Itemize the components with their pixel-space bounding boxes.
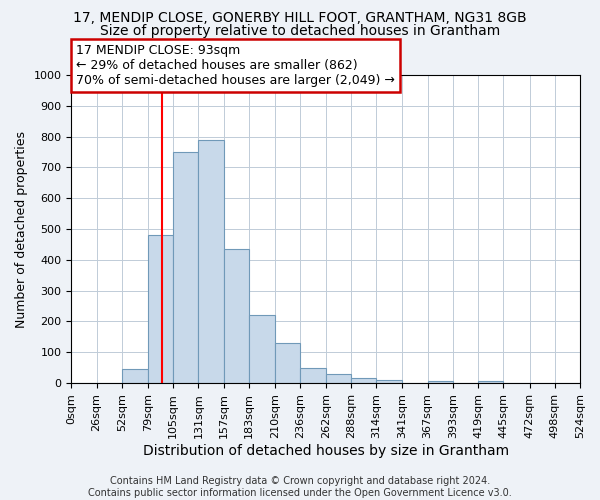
Bar [148,236,173,383]
Bar [326,374,351,383]
Bar [351,378,376,383]
Bar [376,380,403,383]
Bar [122,369,148,383]
Text: Contains HM Land Registry data © Crown copyright and database right 2024.
Contai: Contains HM Land Registry data © Crown c… [88,476,512,498]
Bar [478,380,503,383]
Bar [224,249,249,383]
Bar [173,152,199,383]
X-axis label: Distribution of detached houses by size in Grantham: Distribution of detached houses by size … [143,444,509,458]
Bar [199,140,224,383]
Bar [249,316,275,383]
Bar [301,368,326,383]
Text: 17 MENDIP CLOSE: 93sqm
← 29% of detached houses are smaller (862)
70% of semi-de: 17 MENDIP CLOSE: 93sqm ← 29% of detached… [76,44,395,88]
Y-axis label: Number of detached properties: Number of detached properties [15,130,28,328]
Bar [275,343,301,383]
Bar [428,380,453,383]
Text: 17, MENDIP CLOSE, GONERBY HILL FOOT, GRANTHAM, NG31 8GB: 17, MENDIP CLOSE, GONERBY HILL FOOT, GRA… [73,11,527,25]
Text: Size of property relative to detached houses in Grantham: Size of property relative to detached ho… [100,24,500,38]
